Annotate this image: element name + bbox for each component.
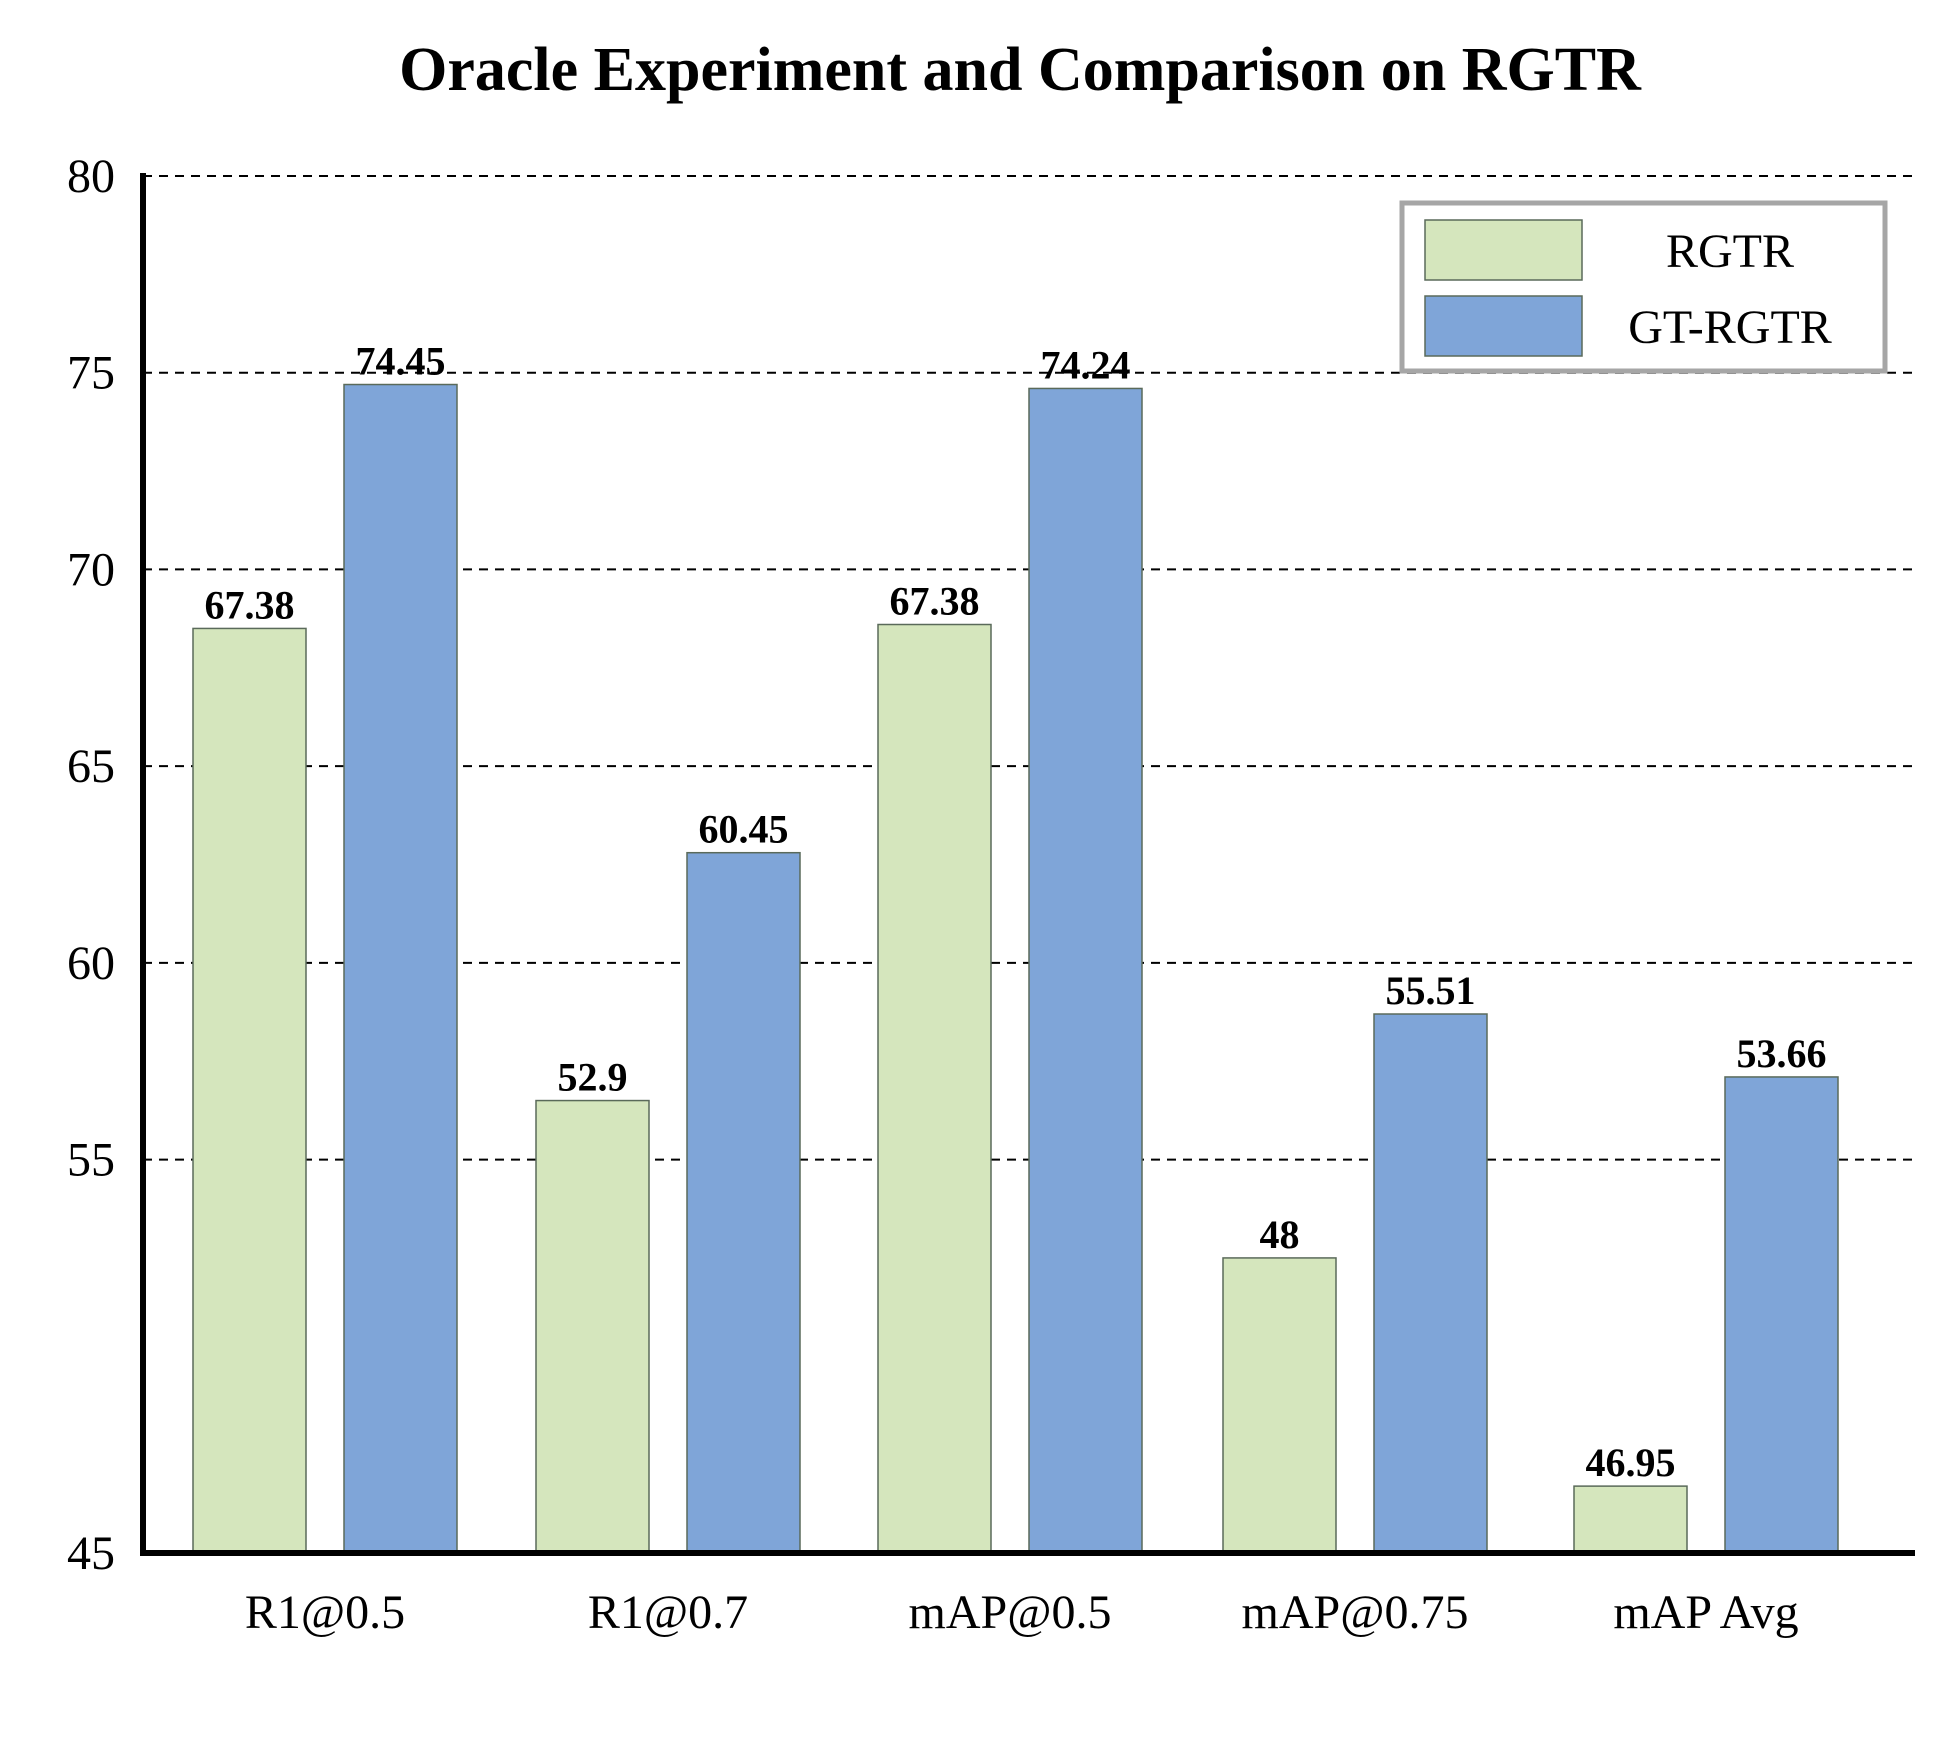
axes-layer: 45 55 60 65 70 75 80 R1@0.5 R1@0.7 mAP@0.5 mAP@0.7… [67, 150, 1915, 1639]
bar-gt-rgtr-3 [1373, 1013, 1488, 1554]
x-tick-label: mAP@0.5 [909, 1586, 1112, 1639]
bar-rgtr-1 [535, 1099, 650, 1554]
data-label: 46.95 [1586, 1440, 1676, 1485]
bar-gt-rgtr-1 [686, 851, 801, 1554]
y-tick-label: 70 [67, 543, 115, 596]
legend-label: RGTR [1666, 225, 1794, 278]
data-label: 67.38 [205, 582, 295, 627]
chart-title: Oracle Experiment and Comparison on RGTR [399, 36, 1642, 104]
data-label: 53.66 [1737, 1031, 1827, 1076]
y-tick-label: 80 [67, 150, 115, 203]
bar-rgtr-0 [192, 627, 307, 1554]
y-tick-label: 60 [67, 937, 115, 990]
data-label: 55.51 [1386, 968, 1476, 1013]
bar-gt-rgtr-2 [1028, 387, 1143, 1554]
bars-layer [192, 383, 1839, 1554]
data-label: 74.24 [1041, 342, 1131, 387]
x-tick-label: mAP@0.75 [1242, 1586, 1469, 1639]
y-tick-label: 65 [67, 740, 115, 793]
legend-swatch [1424, 295, 1583, 357]
data-label: 67.38 [890, 579, 980, 624]
bar-gt-rgtr-0 [343, 383, 458, 1554]
y-tick-label: 45 [67, 1527, 115, 1580]
y-tick-label: 75 [67, 347, 115, 400]
bar-gt-rgtr-4 [1724, 1076, 1839, 1554]
x-tick-label: R1@0.5 [245, 1586, 405, 1639]
x-tick-label: mAP Avg [1613, 1586, 1798, 1639]
bar-rgtr-3 [1222, 1257, 1337, 1554]
bar-rgtr-2 [877, 623, 992, 1554]
legend: RGTR GT-RGTR [1399, 200, 1888, 374]
legend-swatch [1424, 219, 1583, 281]
data-label: 74.45 [356, 339, 446, 384]
legend-label: GT-RGTR [1628, 301, 1832, 354]
x-tick-label: R1@0.7 [588, 1586, 748, 1639]
bar-rgtr-4 [1573, 1485, 1688, 1554]
data-label: 48 [1260, 1212, 1300, 1257]
data-label: 60.45 [699, 807, 789, 852]
data-labels-layer: 67.38 52.9 67.38 48 46.95 74.45 60.45 74.24 55.5… [205, 339, 1827, 1486]
data-label: 52.9 [558, 1055, 628, 1100]
y-tick-label: 55 [67, 1134, 115, 1187]
